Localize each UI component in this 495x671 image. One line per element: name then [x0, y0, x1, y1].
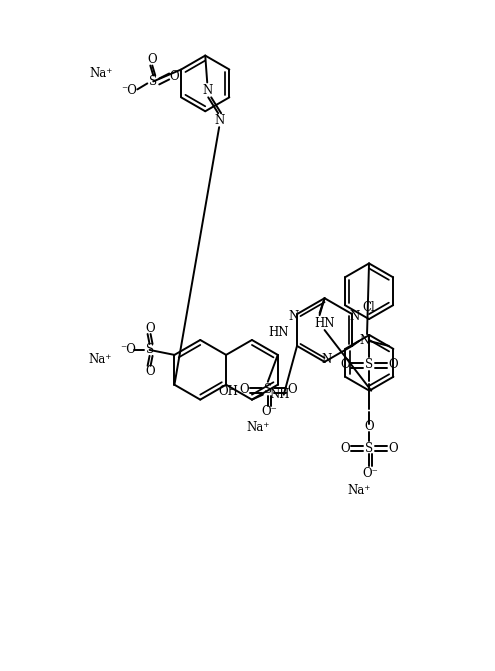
- Text: ⁻O: ⁻O: [120, 344, 136, 356]
- Text: O: O: [148, 53, 157, 66]
- Text: S: S: [146, 344, 153, 356]
- Text: O⁻: O⁻: [261, 405, 277, 418]
- Text: O⁻: O⁻: [362, 467, 378, 480]
- Text: ⁻O: ⁻O: [121, 84, 137, 97]
- Text: HN: HN: [269, 325, 289, 339]
- Text: O: O: [364, 420, 374, 433]
- Text: N: N: [289, 309, 299, 323]
- Text: Na⁺: Na⁺: [90, 67, 113, 80]
- Text: N: N: [349, 309, 359, 323]
- Text: O: O: [146, 365, 155, 378]
- Text: Na⁺: Na⁺: [88, 354, 111, 366]
- Text: O: O: [169, 70, 179, 83]
- Text: NH: NH: [270, 388, 291, 401]
- Text: N: N: [321, 354, 332, 366]
- Text: N: N: [202, 84, 212, 97]
- Text: Cl: Cl: [363, 301, 375, 313]
- Text: Na⁺: Na⁺: [347, 484, 371, 497]
- Text: N: N: [359, 334, 369, 348]
- Text: O: O: [287, 383, 297, 396]
- Text: S: S: [365, 358, 373, 371]
- Text: HN: HN: [314, 317, 335, 329]
- Text: S: S: [365, 442, 373, 455]
- Text: O: O: [341, 358, 350, 371]
- Text: O: O: [389, 358, 398, 371]
- Text: Na⁺: Na⁺: [246, 421, 270, 434]
- Text: N: N: [214, 113, 224, 127]
- Text: O: O: [239, 383, 249, 396]
- Text: O: O: [341, 442, 350, 455]
- Text: O: O: [146, 321, 155, 335]
- Text: O: O: [389, 442, 398, 455]
- Text: OH: OH: [218, 385, 238, 398]
- Text: S: S: [264, 383, 272, 396]
- Text: S: S: [149, 75, 157, 88]
